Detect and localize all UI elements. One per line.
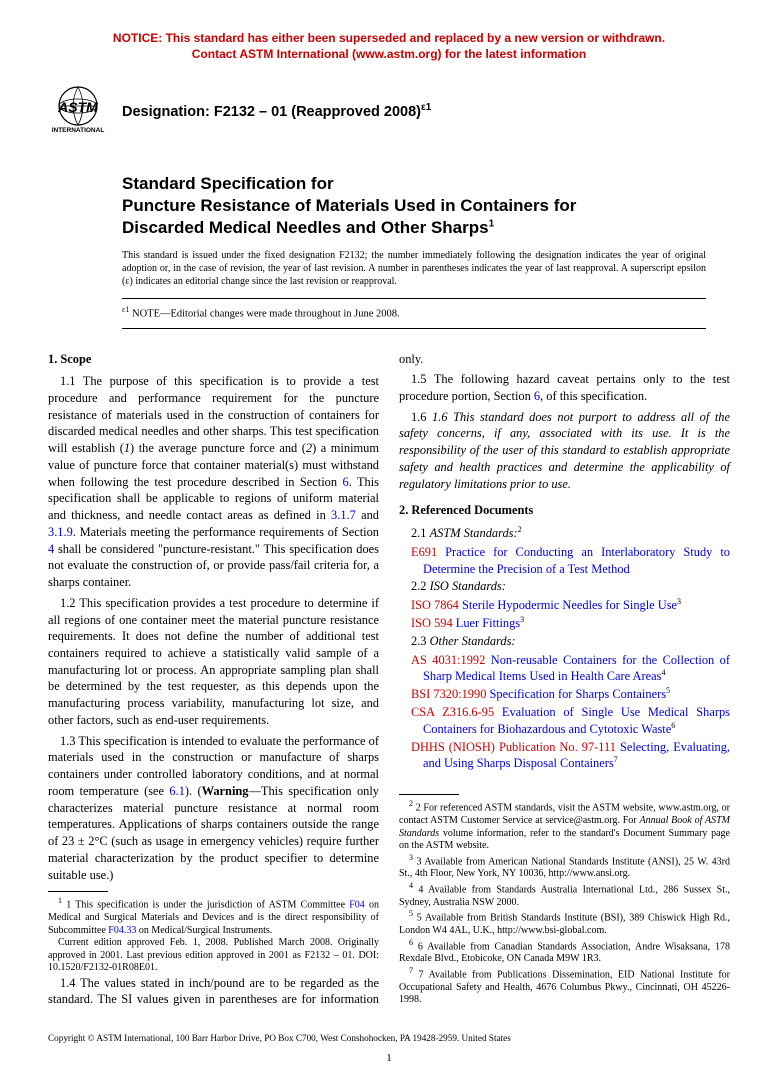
- link-as4031[interactable]: AS 4031:1992: [411, 653, 485, 667]
- link-3-1-9[interactable]: 3.1.9: [48, 525, 73, 539]
- refs-head: 2. Referenced Documents: [399, 502, 730, 519]
- svg-text:ASTM: ASTM: [57, 99, 98, 115]
- footnote-4: 4 4 Available from Standards Australia I…: [399, 881, 730, 909]
- link-bsi7320[interactable]: BSI 7320:1990: [411, 687, 486, 701]
- copyright-line: Copyright © ASTM International, 100 Barr…: [48, 1032, 730, 1044]
- ref-e691: E691 Practice for Conducting an Interlab…: [411, 544, 730, 577]
- refs-2-3: 2.3 Other Standards:: [399, 633, 730, 650]
- designation-prefix: Designation:: [122, 104, 214, 120]
- footnote-2: 2 2 For referenced ASTM standards, visit…: [399, 799, 730, 852]
- para-1-2: 1.2 This specification provides a test p…: [48, 595, 379, 729]
- para-1-6: 1.6 1.6 This standard does not purport t…: [399, 409, 730, 493]
- footnote-6: 6 6 Available from Canadian Standards As…: [399, 938, 730, 966]
- refs-2-1: 2.1 ASTM Standards:2: [399, 525, 730, 542]
- ref-dhhs: DHHS (NIOSH) Publication No. 97-111 Sele…: [411, 739, 730, 773]
- page-number: 1: [48, 1051, 730, 1066]
- left-fn-sep: [48, 891, 108, 892]
- right-fn-sep: [399, 794, 459, 795]
- para-1-1: 1.1 The purpose of this specification is…: [48, 373, 379, 591]
- link-f0433[interactable]: F04.33: [108, 925, 136, 936]
- link-f04[interactable]: F04: [349, 900, 365, 911]
- footnote-7: 7 7 Available from Publications Dissemin…: [399, 966, 730, 1007]
- link-iso594-title[interactable]: Luer Fittings: [453, 616, 520, 630]
- link-iso7864[interactable]: ISO 7864: [411, 598, 459, 612]
- issue-note: This standard is issued under the fixed …: [122, 249, 706, 288]
- supersede-notice: NOTICE: This standard has either been su…: [48, 30, 730, 62]
- standard-title: Standard Specification for Puncture Resi…: [122, 173, 730, 239]
- link-iso594[interactable]: ISO 594: [411, 616, 453, 630]
- ref-iso594: ISO 594 Luer Fittings3: [411, 615, 730, 632]
- epsilon-note: ε1 NOTE—Editorial changes were made thro…: [122, 299, 706, 327]
- rule-bottom: [122, 328, 706, 329]
- link-e691[interactable]: E691: [411, 545, 437, 559]
- ref-csa: CSA Z316.6-95 Evaluation of Single Use M…: [411, 704, 730, 738]
- notice-line2: Contact ASTM International (www.astm.org…: [192, 47, 586, 61]
- astm-logo: ASTM INTERNATIONAL: [48, 84, 112, 139]
- ref-bsi7320: BSI 7320:1990 Specification for Sharps C…: [411, 686, 730, 703]
- notice-line1: NOTICE: This standard has either been su…: [113, 31, 665, 45]
- link-3-1-7[interactable]: 3.1.7: [331, 508, 356, 522]
- title-block: Standard Specification for Puncture Resi…: [122, 173, 730, 239]
- ref-iso7864: ISO 7864 Sterile Hypodermic Needles for …: [411, 597, 730, 614]
- link-bsi7320-title[interactable]: Specification for Sharps Containers: [486, 687, 666, 701]
- header-row: ASTM INTERNATIONAL Designation: F2132 – …: [48, 84, 730, 139]
- designation-epsilon: ε1: [421, 102, 431, 113]
- designation-code: F2132 – 01 (Reapproved 2008): [214, 104, 421, 120]
- footnote-1: 1 1 This specification is under the juri…: [48, 896, 379, 937]
- refs-2-2: 2.2 ISO Standards:: [399, 578, 730, 595]
- link-e691-title[interactable]: Practice for Conducting an Interlaborato…: [423, 545, 730, 576]
- svg-text:INTERNATIONAL: INTERNATIONAL: [52, 127, 105, 134]
- link-6-1[interactable]: 6.1: [169, 784, 185, 798]
- ref-as4031: AS 4031:1992 Non-reusable Containers for…: [411, 652, 730, 686]
- link-dhhs[interactable]: DHHS (NIOSH) Publication No. 97-111: [411, 740, 616, 754]
- para-1-3: 1.3 This specification is intended to ev…: [48, 733, 379, 884]
- para-1-5: 1.5 The following hazard caveat pertains…: [399, 371, 730, 404]
- scope-head: 1. Scope: [48, 351, 379, 368]
- footnote-1-cont: Current edition approved Feb. 1, 2008. P…: [48, 937, 379, 975]
- footnote-3: 3 3 Available from American National Sta…: [399, 853, 730, 881]
- designation: Designation: F2132 – 01 (Reapproved 2008…: [122, 101, 431, 122]
- body-columns: 1. Scope 1.1 The purpose of this specifi…: [48, 351, 730, 1009]
- link-csa[interactable]: CSA Z316.6-95: [411, 705, 494, 719]
- link-iso7864-title[interactable]: Sterile Hypodermic Needles for Single Us…: [459, 598, 677, 612]
- footnote-5: 5 5 Available from British Standards Ins…: [399, 909, 730, 937]
